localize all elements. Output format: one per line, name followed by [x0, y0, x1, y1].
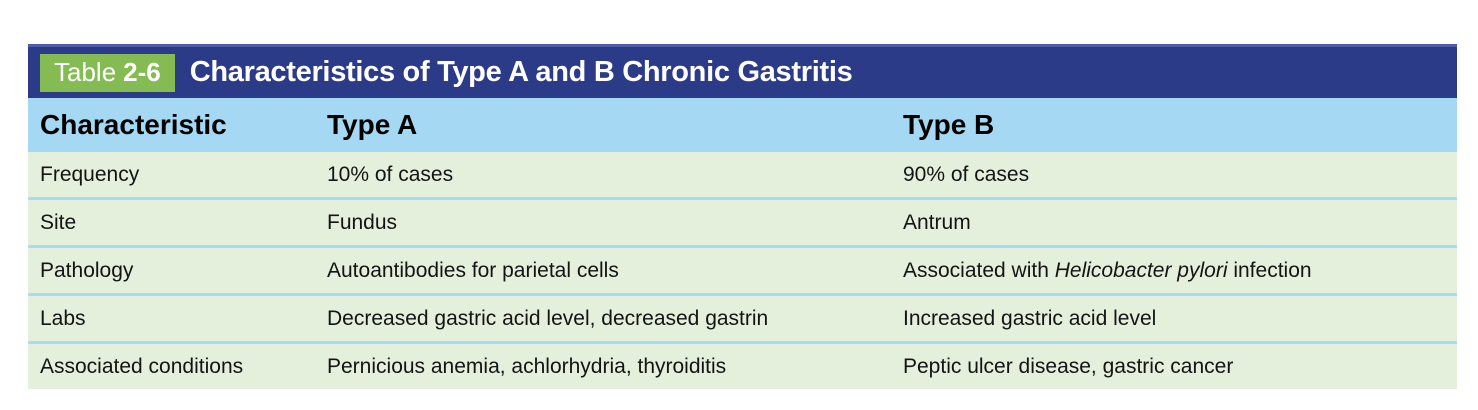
- cell-characteristic: Site: [40, 210, 77, 234]
- cell-characteristic: Associated conditions: [40, 354, 244, 378]
- cell-type-b: Peptic ulcer disease, gastric cancer: [903, 354, 1234, 378]
- cell-type-a: Autoantibodies for parietal cells: [327, 258, 619, 282]
- cell-type-b: Associated with Helicobacter pylori infe…: [903, 258, 1312, 282]
- cell-characteristic: Frequency: [40, 162, 140, 186]
- header-cell-type-a: Type A: [327, 109, 418, 140]
- cell-type-a: Pernicious anemia, achlorhydria, thyroid…: [327, 354, 727, 378]
- header-cell-type-b: Type B: [903, 109, 995, 140]
- characteristics-table: Table 2-6 Characteristics of Type A and …: [28, 44, 1457, 389]
- table-row: Associated conditions Pernicious anemia, …: [28, 341, 1457, 389]
- table-title-bar: Table 2-6 Characteristics of Type A and …: [28, 44, 1457, 98]
- table-row: Pathology Autoantibodies for parietal cel…: [28, 245, 1457, 293]
- table-title: Characteristics of Type A and B Chronic …: [189, 56, 853, 88]
- table-row: Site Fundus Antrum: [28, 197, 1457, 245]
- cell-type-a: 10% of cases: [327, 162, 454, 186]
- cell-type-b: Increased gastric acid level: [903, 306, 1157, 330]
- cell-characteristic: Labs: [40, 306, 86, 330]
- cell-type-a: Decreased gastric acid level, decreased …: [327, 306, 769, 330]
- badge-label: Table: [54, 57, 117, 87]
- cell-type-b: 90% of cases: [903, 162, 1030, 186]
- header-cell-characteristic: Characteristic: [40, 109, 227, 140]
- table-row: Labs Decreased gastric acid level, decrea…: [28, 293, 1457, 341]
- cell-type-b: Antrum: [903, 210, 971, 234]
- cell-type-a: Fundus: [327, 210, 398, 234]
- column-header-row: Characteristic Type A Type B: [28, 98, 1457, 152]
- table-body: Frequency 10% of cases 90% of cases Site Fun…: [28, 152, 1457, 389]
- table-row: Frequency 10% of cases 90% of cases: [28, 152, 1457, 197]
- table-number-badge: Table 2-6: [40, 53, 175, 92]
- cell-characteristic: Pathology: [40, 258, 134, 282]
- badge-number: 2-6: [123, 57, 161, 87]
